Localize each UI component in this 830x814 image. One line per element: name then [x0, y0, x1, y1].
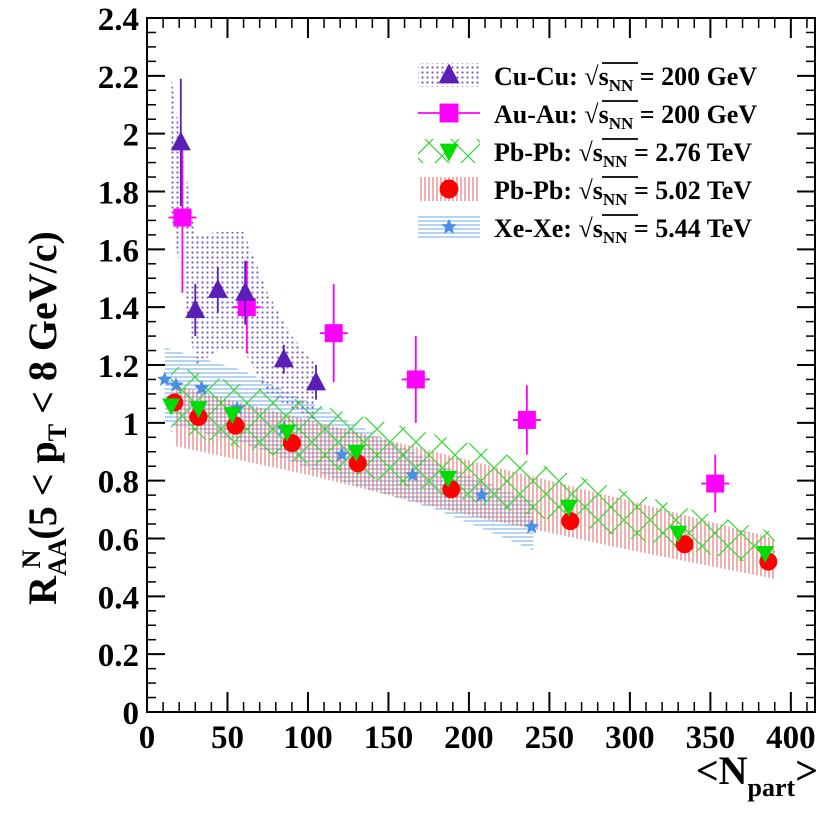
- legend-marker: [438, 63, 460, 84]
- x-tick-label: 350: [686, 720, 736, 756]
- point-pb-pb-5-02: [226, 416, 245, 435]
- point-cu-cu: [185, 299, 206, 319]
- point-cu-cu: [273, 348, 294, 368]
- data-points: [157, 78, 778, 571]
- x-axis-label: <Npart>: [696, 748, 818, 802]
- point-xe-xe: [194, 380, 210, 395]
- x-tick-label: 100: [283, 720, 333, 756]
- y-tick-label: 1.6: [98, 233, 139, 269]
- x-tick-label: 250: [525, 720, 575, 756]
- legend: Cu-Cu: √sNN = 200 GeV Au-Au: √sNN = 200 G…: [418, 62, 757, 247]
- legend-entry-pb-pb-5-02: Pb-Pb: √sNN = 5.02 TeV: [418, 176, 752, 209]
- point-xe-xe: [168, 377, 184, 392]
- band-cu-cu: [171, 75, 317, 423]
- point-pb-pb-2-76: [189, 401, 208, 419]
- point-cu-cu: [306, 371, 327, 391]
- point-pb-pb-2-76: [756, 545, 775, 563]
- point-pb-pb-5-02: [561, 512, 580, 531]
- y-tick-label: 1: [123, 407, 140, 443]
- legend-entry-cu-cu: Cu-Cu: √sNN = 200 GeV: [418, 62, 757, 95]
- legend-label: Pb-Pb: √sNN = 2.76 TeV: [494, 138, 752, 171]
- point-pb-pb-2-76: [669, 525, 688, 543]
- y-tick-label: 1.8: [98, 176, 139, 212]
- point-pb-pb-2-76: [278, 424, 297, 442]
- point-pb-pb-2-76: [347, 444, 366, 462]
- legend-marker: [439, 143, 459, 162]
- point-pb-pb-5-02: [442, 480, 461, 499]
- x-tick-label: 400: [766, 720, 816, 756]
- point-au-au: [173, 208, 192, 227]
- point-au-au: [324, 324, 343, 343]
- legend-label: Pb-Pb: √sNN = 5.02 TeV: [494, 176, 752, 209]
- y-tick-label: 0.8: [98, 465, 139, 501]
- point-pb-pb-2-76: [162, 398, 181, 416]
- point-cu-cu: [170, 131, 191, 151]
- x-tick-label: 300: [605, 720, 655, 756]
- point-pb-pb-2-76: [223, 407, 242, 425]
- point-pb-pb-2-76: [439, 470, 458, 488]
- y-tick-label: 1.4: [98, 291, 139, 327]
- y-tick-label: 2.4: [98, 2, 139, 38]
- y-tick-label: 1.2: [98, 349, 139, 385]
- legend-label: Cu-Cu: √sNN = 200 GeV: [494, 62, 757, 95]
- point-xe-xe: [474, 487, 490, 502]
- legend-entry-xe-xe: Xe-Xe: √sNN = 5.44 TeV: [418, 214, 752, 247]
- x-tick-label: 150: [364, 720, 414, 756]
- point-pb-pb-2-76: [559, 499, 578, 517]
- band-pb-pb-2-76: [171, 365, 775, 568]
- point-xe-xe: [157, 371, 173, 386]
- x-tick-label: 50: [211, 720, 244, 756]
- point-au-au: [706, 474, 725, 493]
- axis-ticks: 0 0.2 0.4 0.6 0.8 1 1.2 1.4 1.6 1.8 2 2.2 2.4 0 50 100 1…: [98, 2, 816, 756]
- y-tick-label: 0.4: [98, 580, 139, 616]
- point-cu-cu: [207, 278, 228, 298]
- legend-marker: [441, 218, 457, 234]
- point-au-au: [237, 298, 256, 317]
- legend-marker: [439, 179, 459, 199]
- legend-label: Au-Au: √sNN = 200 GeV: [494, 100, 757, 133]
- point-xe-xe: [524, 518, 540, 534]
- legend-label: Xe-Xe: √sNN = 5.44 TeV: [494, 214, 752, 247]
- point-au-au: [406, 370, 425, 389]
- legend-entry-pb-pb-2-76: Pb-Pb: √sNN = 2.76 TeV: [418, 138, 752, 171]
- point-cu-cu: [235, 281, 256, 301]
- legend-entry-au-au: Au-Au: √sNN = 200 GeV: [418, 100, 757, 133]
- y-tick-label: 0: [123, 696, 140, 732]
- point-au-au: [517, 410, 536, 429]
- y-tick-label: 2.2: [98, 60, 139, 96]
- point-pb-pb-5-02: [675, 535, 694, 554]
- point-pb-pb-5-02: [348, 454, 367, 473]
- point-xe-xe: [404, 466, 421, 482]
- legend-marker: [439, 103, 459, 123]
- uncertainty-bands: [164, 75, 775, 579]
- x-tick-label: 200: [444, 720, 494, 756]
- y-tick-label: 0.2: [98, 638, 139, 674]
- y-axis-label: RAAN (5 < pT < 8 GeV/c): [17, 231, 72, 605]
- y-tick-label: 2: [123, 118, 140, 154]
- x-tick-label: 0: [139, 720, 156, 756]
- y-tick-label: 0.6: [98, 523, 139, 559]
- point-xe-xe: [334, 446, 350, 462]
